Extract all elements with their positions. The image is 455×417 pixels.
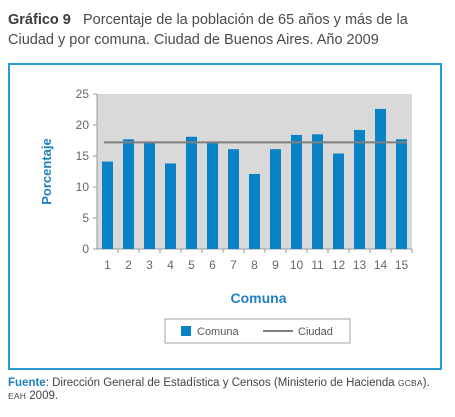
legend-label-comuna: Comuna [197, 326, 239, 338]
y-tick-label: 15 [76, 149, 90, 163]
y-tick-label: 0 [82, 242, 89, 256]
x-tick-labels: 1 2 3 4 5 6 7 8 9 10 11 12 13 14 15 [104, 249, 413, 272]
chart-frame [8, 63, 442, 370]
bar-comuna-5 [186, 136, 197, 249]
x-tick-label: 11 [311, 258, 324, 272]
source-org-1: GCBA [397, 378, 423, 388]
legend: Comuna Ciudad [164, 318, 351, 344]
x-tick-label: 13 [353, 258, 367, 272]
source-text-3: 2009. [26, 390, 59, 402]
x-tick-label: 3 [146, 258, 153, 272]
bar-comuna-13 [354, 129, 365, 249]
source-label: Fuente [8, 377, 46, 389]
y-tick-labels: 0 5 10 15 20 25 [76, 87, 97, 256]
x-tick-label: 9 [272, 258, 279, 272]
bar-comuna-6 [207, 142, 218, 249]
source-text-1: : Dirección General de Estadística y Cen… [45, 377, 398, 389]
bar-comuna-15 [396, 139, 407, 249]
y-axis-label: Porcentaje [39, 138, 54, 204]
y-tick-label: 10 [76, 180, 90, 194]
bar-comuna-2 [123, 139, 134, 249]
bar-comuna-1 [102, 161, 113, 249]
source-org-2: EAH [8, 391, 27, 401]
legend-swatch-comuna [181, 326, 191, 336]
bar-comuna-7 [228, 149, 239, 249]
bar-comuna-9 [270, 149, 281, 249]
source-text-2: ). [422, 377, 430, 389]
bar-comuna-3 [144, 142, 155, 249]
bar-comuna-12 [333, 153, 344, 249]
x-tick-label: 15 [395, 258, 409, 272]
figure-title: Gráfico 9 Porcentaje de la población de … [8, 10, 448, 50]
x-tick-label: 2 [125, 258, 132, 272]
x-tick-label: 6 [209, 258, 216, 272]
y-tick-label: 20 [76, 118, 90, 132]
bar-comuna-11 [312, 134, 323, 249]
figure-title-text: Porcentaje de la población de 65 años y … [8, 12, 408, 48]
bar-comuna-10 [291, 134, 302, 249]
x-tick-label: 10 [290, 258, 304, 272]
x-tick-label: 8 [251, 258, 258, 272]
bar-comuna-14 [375, 108, 386, 249]
x-tick-label: 14 [374, 258, 388, 272]
x-axis-label: Comuna [231, 290, 287, 306]
bar-comuna-8 [249, 173, 260, 249]
figure-number: Gráfico 9 [8, 12, 71, 28]
x-tick-label: 1 [104, 258, 111, 272]
legend-label-ciudad: Ciudad [298, 326, 333, 338]
x-tick-label: 5 [188, 258, 195, 272]
y-tick-label: 5 [82, 211, 89, 225]
x-tick-label: 12 [332, 258, 346, 272]
source-note: Fuente: Dirección General de Estadística… [8, 377, 444, 403]
legend-box [164, 318, 351, 344]
x-tick-label: 4 [167, 258, 174, 272]
x-tick-label: 7 [230, 258, 237, 272]
bar-series [102, 108, 407, 249]
bar-comuna-4 [165, 163, 176, 249]
y-tick-label: 25 [76, 87, 90, 101]
